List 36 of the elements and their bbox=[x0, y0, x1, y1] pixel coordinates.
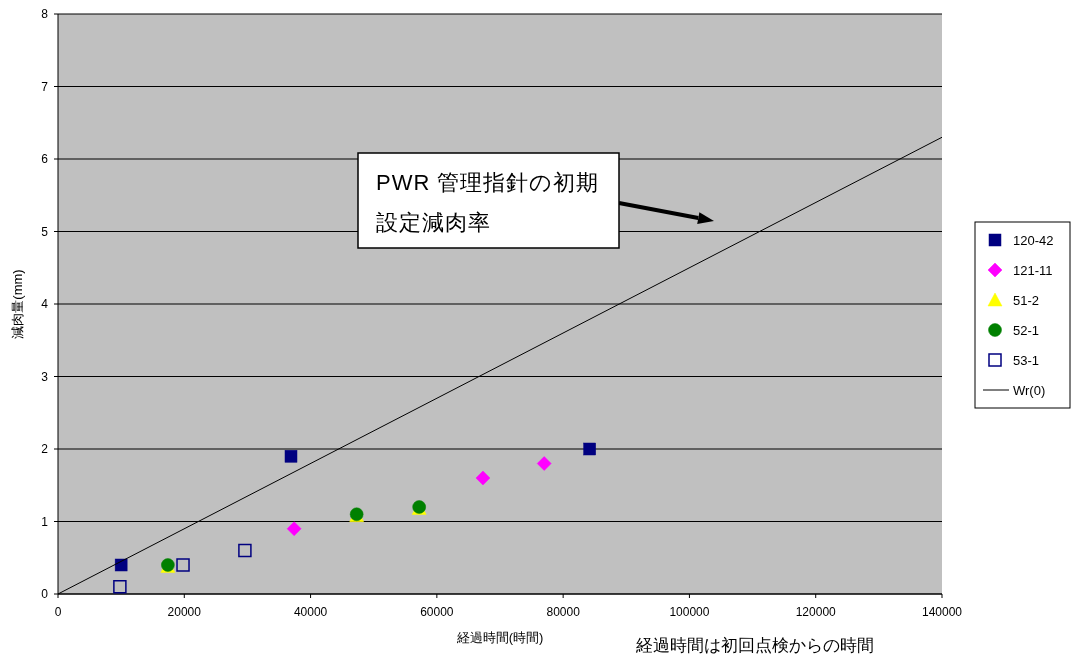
annotation: PWR 管理指針の初期設定減肉率 bbox=[376, 170, 600, 235]
y-tick-label: 3 bbox=[41, 369, 49, 384]
y-tick-label: 1 bbox=[41, 514, 49, 529]
x-tick-label: 80000 bbox=[546, 605, 581, 619]
point bbox=[113, 580, 127, 594]
point bbox=[284, 450, 298, 463]
x-tick-label: 120000 bbox=[795, 605, 837, 619]
point bbox=[114, 558, 128, 572]
y-axis-title: 減肉量(mm) bbox=[10, 269, 25, 339]
y-tick-label: 7 bbox=[41, 79, 49, 94]
legend-label: 51-2 bbox=[1013, 293, 1040, 308]
x-tick-label: 20000 bbox=[167, 605, 202, 619]
legend-label: 53-1 bbox=[1013, 353, 1040, 368]
x-tick-label: 0 bbox=[54, 605, 62, 619]
legend-label: 120-42 bbox=[1013, 233, 1054, 248]
point bbox=[583, 442, 596, 456]
legend-label: 52-1 bbox=[1013, 323, 1040, 338]
x-tick-label: 40000 bbox=[293, 605, 328, 619]
point bbox=[286, 521, 302, 536]
y-tick-label: 2 bbox=[41, 442, 49, 456]
point bbox=[475, 470, 491, 486]
x-axis-title: 経過時間(時間) bbox=[455, 630, 544, 645]
point bbox=[536, 456, 552, 471]
y-tick-label: 5 bbox=[41, 224, 49, 239]
y-tick-label: 8 bbox=[41, 7, 49, 21]
text: 経過時間は初回点検からの時間 bbox=[635, 636, 874, 655]
x-tick-label: 100000 bbox=[669, 605, 710, 619]
point bbox=[238, 543, 252, 558]
y-tick-label: 4 bbox=[41, 297, 49, 311]
point bbox=[176, 558, 190, 572]
y-tick-label: 0 bbox=[41, 587, 49, 601]
x-tick-label: 60000 bbox=[420, 605, 454, 619]
x-tick-label: 140000 bbox=[921, 605, 963, 619]
y-tick-label: 6 bbox=[41, 152, 49, 166]
legend-label: Wr(0) bbox=[1013, 383, 1046, 398]
legend-label: 121-11 bbox=[1013, 263, 1053, 278]
